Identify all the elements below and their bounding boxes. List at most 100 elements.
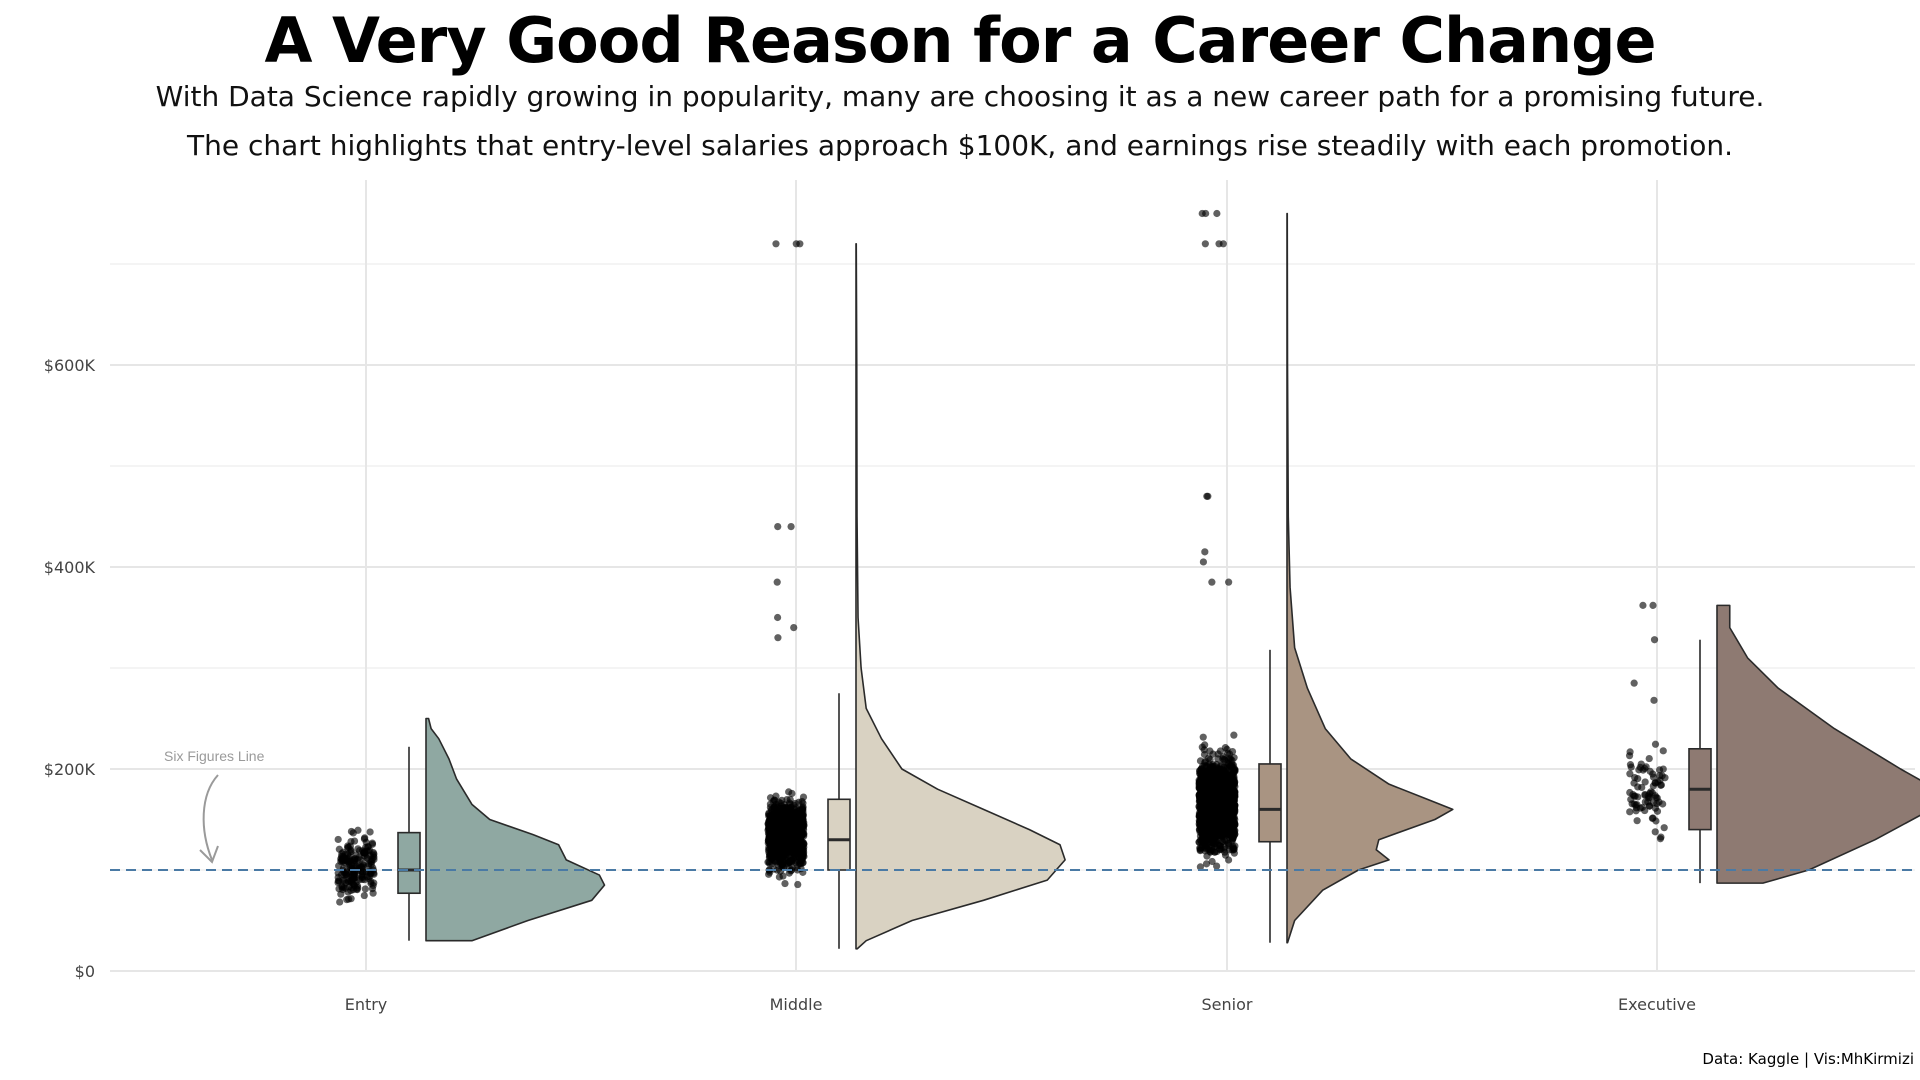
y-tick-label: $400K bbox=[44, 558, 96, 577]
density-cloud bbox=[855, 243, 1066, 950]
data-point bbox=[1230, 731, 1238, 739]
data-point bbox=[1630, 679, 1638, 687]
data-point bbox=[1213, 773, 1221, 781]
data-point bbox=[1201, 741, 1209, 749]
data-point bbox=[1626, 808, 1634, 816]
data-point bbox=[1200, 750, 1209, 759]
data-point bbox=[1203, 852, 1211, 860]
data-point bbox=[1635, 766, 1643, 774]
data-point bbox=[1626, 748, 1634, 756]
data-point bbox=[366, 828, 374, 836]
data-point bbox=[1645, 802, 1654, 810]
box-iqr bbox=[1258, 763, 1282, 843]
data-point bbox=[354, 826, 362, 834]
six-figures-annotation: Six Figures Line bbox=[164, 748, 265, 764]
data-point bbox=[369, 848, 377, 857]
data-point bbox=[788, 824, 796, 832]
data-point bbox=[1629, 791, 1637, 799]
data-point bbox=[1213, 209, 1221, 218]
boxplot-layer bbox=[397, 639, 1712, 949]
data-point bbox=[774, 807, 782, 815]
data-source-caption: Data: Kaggle | Vis:MhKirmizi bbox=[1702, 1050, 1914, 1068]
data-point bbox=[774, 523, 782, 531]
data-point bbox=[1627, 763, 1635, 771]
data-point bbox=[1219, 755, 1227, 763]
data-point bbox=[772, 827, 780, 835]
data-point bbox=[798, 852, 807, 860]
data-point bbox=[1636, 804, 1644, 812]
data-point bbox=[1203, 792, 1211, 800]
data-point bbox=[781, 879, 789, 888]
data-point bbox=[1225, 750, 1234, 758]
box-iqr bbox=[827, 798, 851, 871]
data-point bbox=[365, 860, 373, 868]
data-point bbox=[1229, 818, 1238, 826]
data-point bbox=[1649, 782, 1657, 790]
data-point bbox=[789, 840, 797, 848]
data-point bbox=[1201, 548, 1209, 556]
grid-layer bbox=[110, 180, 1915, 972]
chart-subtitle-line-2: The chart highlights that entry-level sa… bbox=[187, 129, 1733, 162]
data-point bbox=[347, 895, 355, 903]
data-point bbox=[778, 847, 786, 855]
data-point bbox=[355, 853, 363, 861]
data-point bbox=[773, 578, 781, 586]
data-point bbox=[1651, 740, 1660, 748]
data-point bbox=[370, 870, 378, 878]
data-point bbox=[1651, 792, 1659, 800]
annotation-arrow bbox=[202, 774, 219, 861]
data-point bbox=[1645, 754, 1653, 763]
data-point bbox=[1657, 781, 1665, 789]
data-point bbox=[1631, 774, 1639, 782]
density-cloud bbox=[1716, 604, 1920, 884]
data-point bbox=[1214, 765, 1222, 773]
data-point bbox=[345, 855, 353, 863]
data-point bbox=[1210, 783, 1218, 791]
data-point bbox=[1206, 777, 1214, 785]
data-point bbox=[362, 843, 370, 851]
data-point bbox=[1203, 819, 1211, 827]
data-point bbox=[1630, 800, 1638, 808]
data-point bbox=[337, 855, 345, 863]
data-point bbox=[361, 885, 369, 893]
x-tick-label: Entry bbox=[345, 995, 388, 1014]
data-point bbox=[790, 624, 798, 632]
data-point bbox=[772, 851, 780, 860]
data-point bbox=[1646, 793, 1654, 801]
data-point bbox=[1208, 578, 1216, 586]
data-point bbox=[1228, 825, 1237, 833]
data-point bbox=[1639, 601, 1647, 609]
data-point bbox=[1212, 838, 1220, 846]
data-point bbox=[772, 240, 780, 248]
data-point bbox=[1230, 845, 1238, 853]
data-point bbox=[1200, 775, 1209, 783]
data-point bbox=[1209, 805, 1217, 814]
data-point bbox=[778, 836, 786, 844]
data-point bbox=[794, 845, 802, 853]
data-point bbox=[1201, 809, 1209, 817]
box-iqr bbox=[397, 831, 421, 895]
data-point bbox=[792, 240, 800, 248]
data-point bbox=[774, 634, 782, 642]
data-point bbox=[1626, 770, 1634, 778]
data-point bbox=[370, 855, 378, 864]
data-point bbox=[790, 851, 798, 860]
data-point bbox=[1653, 800, 1661, 808]
data-point bbox=[767, 817, 775, 825]
data-point bbox=[1196, 780, 1205, 788]
density-cloud bbox=[425, 717, 606, 942]
data-point bbox=[1659, 765, 1667, 773]
data-point bbox=[334, 835, 342, 844]
data-point bbox=[781, 805, 789, 814]
data-point bbox=[336, 898, 344, 906]
data-point bbox=[1205, 827, 1213, 835]
data-point bbox=[1641, 778, 1649, 786]
data-point bbox=[1199, 733, 1207, 741]
data-point bbox=[765, 870, 773, 878]
data-point bbox=[1208, 857, 1216, 866]
data-point bbox=[340, 883, 348, 891]
data-point bbox=[360, 891, 368, 900]
data-point bbox=[793, 832, 801, 841]
